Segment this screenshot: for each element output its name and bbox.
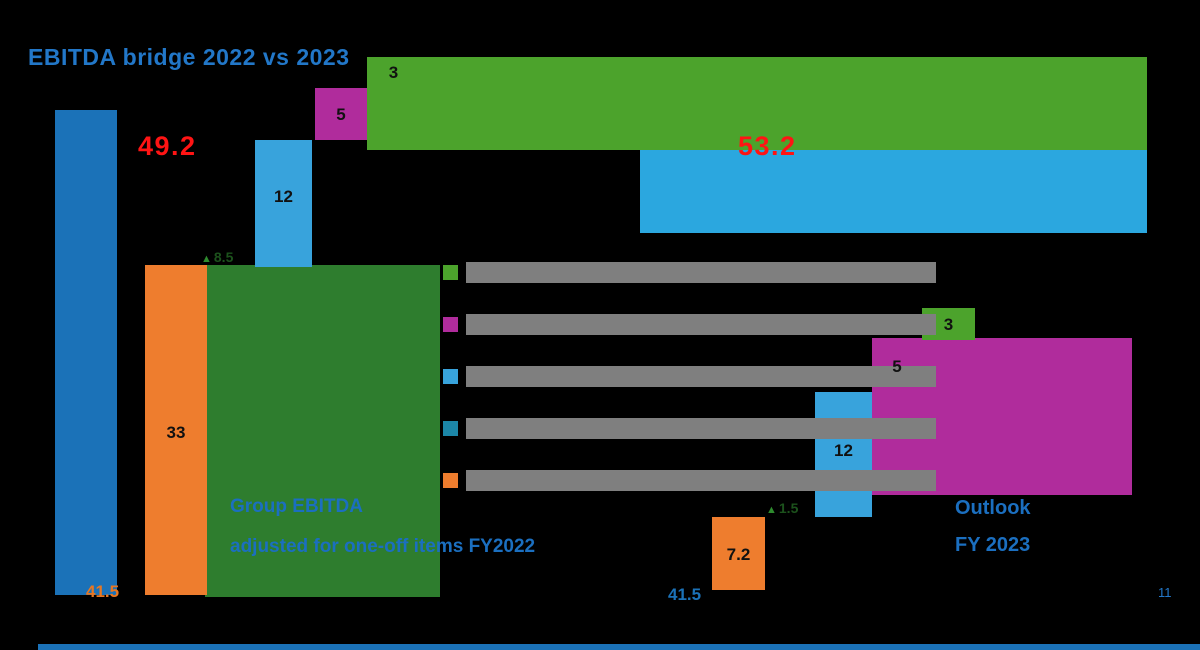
left-step2-value: 5 (336, 105, 346, 124)
left-baseline-value: 41.5 (86, 582, 120, 601)
left-caption-line2: adjusted for one-off items FY2022 (230, 536, 536, 557)
legend-label (466, 262, 936, 283)
right-step1-bar (815, 392, 872, 517)
right-delta-annotation: ▲ 1.5 (766, 501, 798, 516)
right-caption-line1: Outlook (955, 497, 1031, 519)
left-delta-annotation: ▲ 8.5 (201, 250, 233, 265)
callout-cyan-band (640, 150, 1147, 233)
right-baseline-value: 41.5 (668, 585, 702, 604)
right-base-value: 7.2 (726, 545, 751, 564)
right-total-annotation: 53.2 (738, 131, 797, 161)
left-step3-bar (367, 57, 420, 88)
left-total-bar (55, 110, 117, 595)
right-delta-value: 1.5 (778, 500, 799, 516)
left-base-bar (145, 265, 207, 595)
legend-label (466, 470, 936, 491)
callout-dark-green-panel (205, 265, 440, 597)
page-title: EBITDA bridge 2022 vs 2023 (28, 44, 350, 70)
page-number: 11 (1158, 585, 1172, 600)
left-caption-line1: Group EBITDA (230, 496, 363, 517)
legend-label (466, 314, 936, 335)
up-triangle-icon: ▲ (201, 253, 212, 265)
left-step2-bar (315, 88, 367, 140)
left-step3-value: 3 (388, 63, 399, 82)
legend-swatch-magenta (443, 317, 458, 332)
legend-item (443, 418, 943, 439)
right-step2-value: 5 (892, 357, 902, 376)
footer-divider (38, 644, 1200, 650)
left-step1-bar (255, 140, 312, 267)
right-caption-line2: FY 2023 (955, 534, 1031, 556)
legend-item (443, 366, 943, 387)
legend-swatch-orange (443, 473, 458, 488)
left-delta-value: 8.5 (213, 249, 234, 265)
legend-item (443, 470, 943, 491)
right-step3-value: 3 (943, 315, 954, 334)
right-base-bar (712, 517, 765, 590)
right-step1-value: 12 (834, 441, 853, 460)
legend-label (466, 366, 936, 387)
callout-green-band (367, 57, 1147, 150)
legend-swatch-green (443, 265, 458, 280)
legend-swatch-teal (443, 421, 458, 436)
legend-item (443, 314, 943, 335)
legend-swatch-light-blue (443, 369, 458, 384)
legend-item (443, 262, 943, 283)
legend-label (466, 418, 936, 439)
up-triangle-icon: ▲ (766, 504, 777, 516)
left-step1-value: 12 (274, 187, 293, 206)
left-total-annotation: 49.2 (138, 131, 197, 161)
left-base-value: 33 (166, 423, 186, 442)
